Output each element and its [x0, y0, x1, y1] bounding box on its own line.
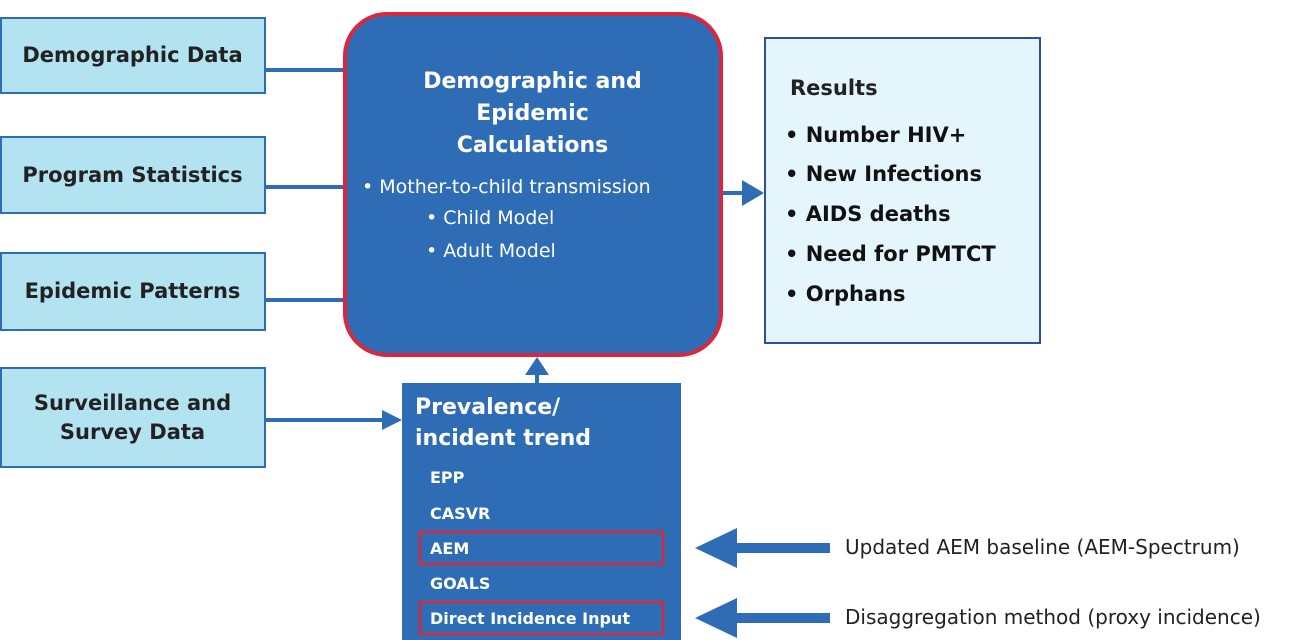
arrow-body — [735, 613, 830, 623]
calc-item: Mother-to-child transmission — [362, 176, 650, 198]
result-item: New Infections — [785, 162, 982, 186]
trend-title: Prevalence/ incident trend — [415, 395, 591, 451]
input-label: Program Statistics — [22, 162, 243, 187]
input-box — [0, 17, 266, 94]
arrowhead — [695, 598, 737, 638]
input-label: Surveillance and Survey Data — [33, 391, 232, 444]
arrowhead — [695, 528, 737, 568]
result-item: AIDS deaths — [785, 202, 951, 226]
input-box — [0, 136, 266, 214]
arrow-body — [735, 543, 830, 553]
calc-title: Demographic and Epidemic Calculations — [423, 69, 642, 158]
method: GOALS — [430, 574, 491, 593]
input-box — [0, 252, 266, 331]
input-label: Demographic Data — [22, 43, 243, 68]
highlight — [418, 530, 665, 566]
arrowhead — [742, 180, 764, 206]
method: Direct Incidence Input — [430, 609, 630, 628]
arrowhead — [525, 357, 549, 375]
method: AEM — [430, 539, 470, 558]
input-box — [0, 367, 266, 468]
result-item: Orphans — [785, 282, 906, 306]
result-item: Need for PMTCT — [785, 242, 996, 266]
method: EPP — [430, 468, 465, 487]
result-item: Number HIV+ — [785, 123, 967, 147]
arrowhead — [382, 410, 402, 430]
trend-box — [402, 383, 681, 640]
method: CASVR — [430, 504, 491, 523]
calc-subitem: Child Model — [426, 207, 554, 229]
results-title: Results — [790, 76, 878, 100]
calc-subitem: Adult Model — [426, 240, 556, 262]
annotation: Updated AEM baseline (AEM-Spectrum) — [845, 535, 1240, 559]
annotation: Disaggregation method (proxy incidence) — [845, 605, 1261, 629]
highlight — [418, 600, 665, 636]
input-label: Epidemic Patterns — [24, 279, 241, 304]
